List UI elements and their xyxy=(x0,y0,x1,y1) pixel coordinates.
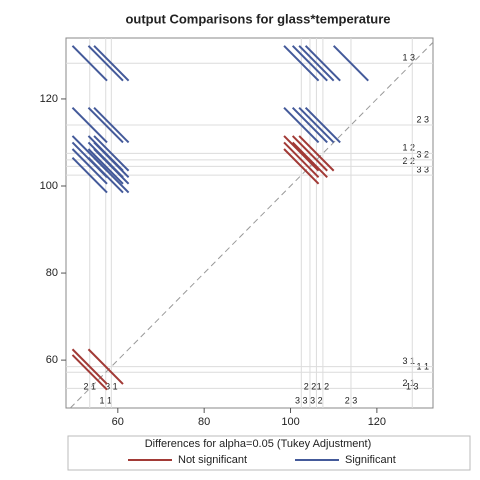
diff-segment xyxy=(283,45,320,82)
x-level-label: 1 2 xyxy=(317,381,330,391)
y-tick-label: 100 xyxy=(40,180,58,192)
y-tick-label: 120 xyxy=(40,93,58,105)
diff-segment xyxy=(332,45,369,82)
legend-label: Not significant xyxy=(178,454,247,466)
diff-segment xyxy=(298,135,335,172)
diff-segment xyxy=(93,45,130,82)
chart-title: output Comparisons for glass*temperature xyxy=(125,11,390,26)
plot-frame xyxy=(65,37,434,409)
y-level-label: 3 3 xyxy=(416,164,429,174)
x-tick-label: 120 xyxy=(368,416,386,428)
x-level-label: 2 1 xyxy=(83,381,96,391)
diff-segment xyxy=(71,157,108,194)
diff-segment xyxy=(93,148,130,185)
y-level-label: 1 2 xyxy=(402,143,415,153)
diff-segment xyxy=(71,106,108,144)
y-tick-label: 60 xyxy=(46,354,58,366)
x-level-label: 1 1 xyxy=(99,395,112,405)
diff-segment xyxy=(283,106,320,144)
diff-segment xyxy=(71,354,108,391)
diff-segment xyxy=(87,348,124,385)
x-tick-label: 60 xyxy=(112,416,124,428)
diff-segment xyxy=(298,45,335,82)
diff-segment xyxy=(71,45,108,82)
x-level-label: 3 2 xyxy=(310,395,323,405)
diff-segment xyxy=(291,135,328,172)
diff-segment xyxy=(93,135,130,172)
diff-segment xyxy=(87,45,124,82)
diagonal xyxy=(69,42,434,409)
diff-segment xyxy=(87,157,124,194)
y-tick-label: 80 xyxy=(46,267,58,279)
diff-segment xyxy=(93,106,130,144)
diff-segment xyxy=(298,106,335,144)
x-level-label: 2 2 xyxy=(304,381,317,391)
x-tick-label: 80 xyxy=(198,416,210,428)
legend-box xyxy=(67,435,471,471)
diff-segment xyxy=(291,141,328,178)
x-tick-label: 100 xyxy=(281,416,299,428)
y-level-label: 2 2 xyxy=(402,156,415,166)
diff-segment xyxy=(291,45,328,82)
x-level-label: 3 1 xyxy=(105,381,118,391)
diff-segment xyxy=(283,148,320,185)
y-level-label: 2 1 xyxy=(402,378,415,388)
diff-segment xyxy=(304,45,341,82)
diff-segment xyxy=(93,141,130,178)
x-level-label: 2 3 xyxy=(345,395,358,405)
y-level-label: 2 3 xyxy=(416,114,429,124)
diff-segment xyxy=(283,141,320,178)
diff-segment xyxy=(291,106,328,144)
diff-segment xyxy=(93,157,130,194)
diff-segment xyxy=(71,148,108,185)
y-level-label: 1 3 xyxy=(402,53,415,63)
diff-segment xyxy=(87,148,124,185)
diff-segment xyxy=(283,135,320,172)
diff-segment xyxy=(304,106,341,144)
diff-segment xyxy=(87,106,124,144)
x-level-label: 3 3 xyxy=(295,395,308,405)
x-level-label: 1 3 xyxy=(406,381,419,391)
y-level-label: 3 1 xyxy=(402,356,415,366)
legend-title: Differences for alpha=0.05 (Tukey Adjust… xyxy=(145,438,372,450)
y-level-label: 3 2 xyxy=(416,149,429,159)
legend-label: Significant xyxy=(345,454,396,466)
diff-segment xyxy=(71,348,108,385)
